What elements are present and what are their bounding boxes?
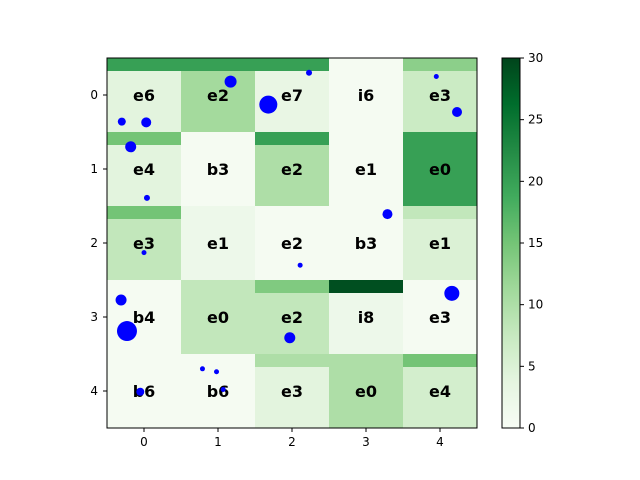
- heatmap-cell-band: [107, 132, 182, 145]
- y-tick-label: 3: [90, 310, 98, 324]
- heatmap-cell: [181, 132, 256, 207]
- cell-label: e3: [133, 234, 155, 253]
- heatmap-cell-band: [255, 280, 330, 293]
- heatmap-cell: [403, 280, 478, 355]
- x-axis-ticks: 0 1 2 3 4: [140, 428, 444, 449]
- scatter-point: [297, 262, 303, 268]
- heatmap-cell-band: [403, 354, 478, 367]
- cell-label: e1: [207, 234, 229, 253]
- heatmap-cell-band: [107, 206, 182, 219]
- y-tick-label: 2: [90, 236, 98, 250]
- scatter-point: [259, 95, 278, 114]
- y-axis-ticks: 0 1 2 3 4: [90, 88, 107, 398]
- heatmap-cell: [255, 206, 330, 281]
- cell-label: e0: [429, 160, 451, 179]
- colorbar-tick-label: 30: [528, 51, 543, 65]
- cell-label: e2: [281, 160, 303, 179]
- scatter-point: [143, 194, 150, 201]
- heatmap-cell: [329, 132, 404, 207]
- scatter-point: [284, 332, 296, 344]
- heatmap-cell: [181, 280, 256, 355]
- heatmap-cell: [329, 58, 404, 133]
- cell-label: e3: [429, 86, 451, 105]
- x-tick-label: 2: [288, 435, 296, 449]
- colorbar-tick-label: 10: [528, 298, 543, 312]
- cell-label: e1: [429, 234, 451, 253]
- colorbar-tick-label: 20: [528, 174, 543, 188]
- colorbar-tick-label: 15: [528, 236, 543, 250]
- heatmap-cell: [181, 354, 256, 429]
- scatter-point: [141, 250, 147, 256]
- heatmap-cell-band: [403, 58, 478, 71]
- heatmap-cell-band: [107, 58, 182, 71]
- cell-label: i8: [358, 308, 375, 327]
- cell-label: i6: [358, 86, 375, 105]
- scatter-point: [199, 366, 205, 372]
- heatmap-cell: [329, 354, 404, 429]
- colorbar-tick-label: 5: [528, 359, 536, 373]
- heatmap-cells: [107, 58, 478, 429]
- cell-label: e3: [429, 308, 451, 327]
- cell-label: e0: [355, 382, 377, 401]
- scatter-point: [220, 387, 226, 393]
- heatmap-cell-band: [181, 58, 256, 71]
- x-tick-label: 4: [436, 435, 444, 449]
- y-tick-label: 4: [90, 384, 98, 398]
- cell-label: e7: [281, 86, 303, 105]
- x-tick-label: 0: [140, 435, 148, 449]
- cell-label: b6: [207, 382, 230, 401]
- heatmap-cell: [181, 206, 256, 281]
- scatter-point: [306, 69, 313, 76]
- cell-label: e4: [133, 160, 155, 179]
- cell-label: e6: [133, 86, 155, 105]
- cell-label: e0: [207, 308, 229, 327]
- scatter-point: [444, 285, 460, 301]
- scatter-point: [452, 107, 463, 118]
- cell-label: e1: [355, 160, 377, 179]
- scatter-point: [136, 387, 145, 396]
- scatter-point: [433, 74, 439, 79]
- heatmap-cell-band: [255, 354, 330, 367]
- y-tick-label: 0: [90, 88, 98, 102]
- heatmap-cell-band: [403, 206, 478, 219]
- colorbar-ticks: 0 5 10 15 20 25 30: [520, 51, 543, 435]
- x-tick-label: 3: [362, 435, 370, 449]
- cell-label: e3: [281, 382, 303, 401]
- heatmap-cell-band: [255, 58, 330, 71]
- heatmap-cell: [107, 280, 182, 355]
- scatter-point: [382, 209, 393, 220]
- cell-label: b3: [207, 160, 230, 179]
- scatter-point: [214, 369, 220, 375]
- cell-label: e2: [281, 308, 303, 327]
- heatmap-cell: [403, 132, 478, 207]
- x-tick-label: 1: [214, 435, 222, 449]
- heatmap-cell: [329, 206, 404, 281]
- heatmap-cell-band: [329, 280, 404, 293]
- cell-label: b3: [355, 234, 378, 253]
- scatter-point: [115, 294, 127, 306]
- cell-label: e2: [281, 234, 303, 253]
- colorbar-tick-label: 25: [528, 113, 543, 127]
- scatter-point: [125, 141, 137, 153]
- colorbar: [501, 57, 521, 429]
- cell-labels: e6 e2 e7 i6 e3 e4 b3 e2 e1 e0 e3 e1 e2 b3 e1 b4 e0 e2 i8 e3…: [133, 86, 451, 401]
- cell-label: e2: [207, 86, 229, 105]
- cell-label: b4: [133, 308, 156, 327]
- scatter-point: [116, 321, 137, 342]
- scatter-point: [224, 75, 237, 88]
- cell-label: e4: [429, 382, 451, 401]
- scatter-points: [115, 69, 463, 396]
- colorbar-tick-label: 0: [528, 421, 536, 435]
- y-tick-label: 1: [90, 162, 98, 176]
- scatter-point: [117, 117, 126, 126]
- heatmap-cell-band: [255, 132, 330, 145]
- scatter-point: [141, 117, 152, 128]
